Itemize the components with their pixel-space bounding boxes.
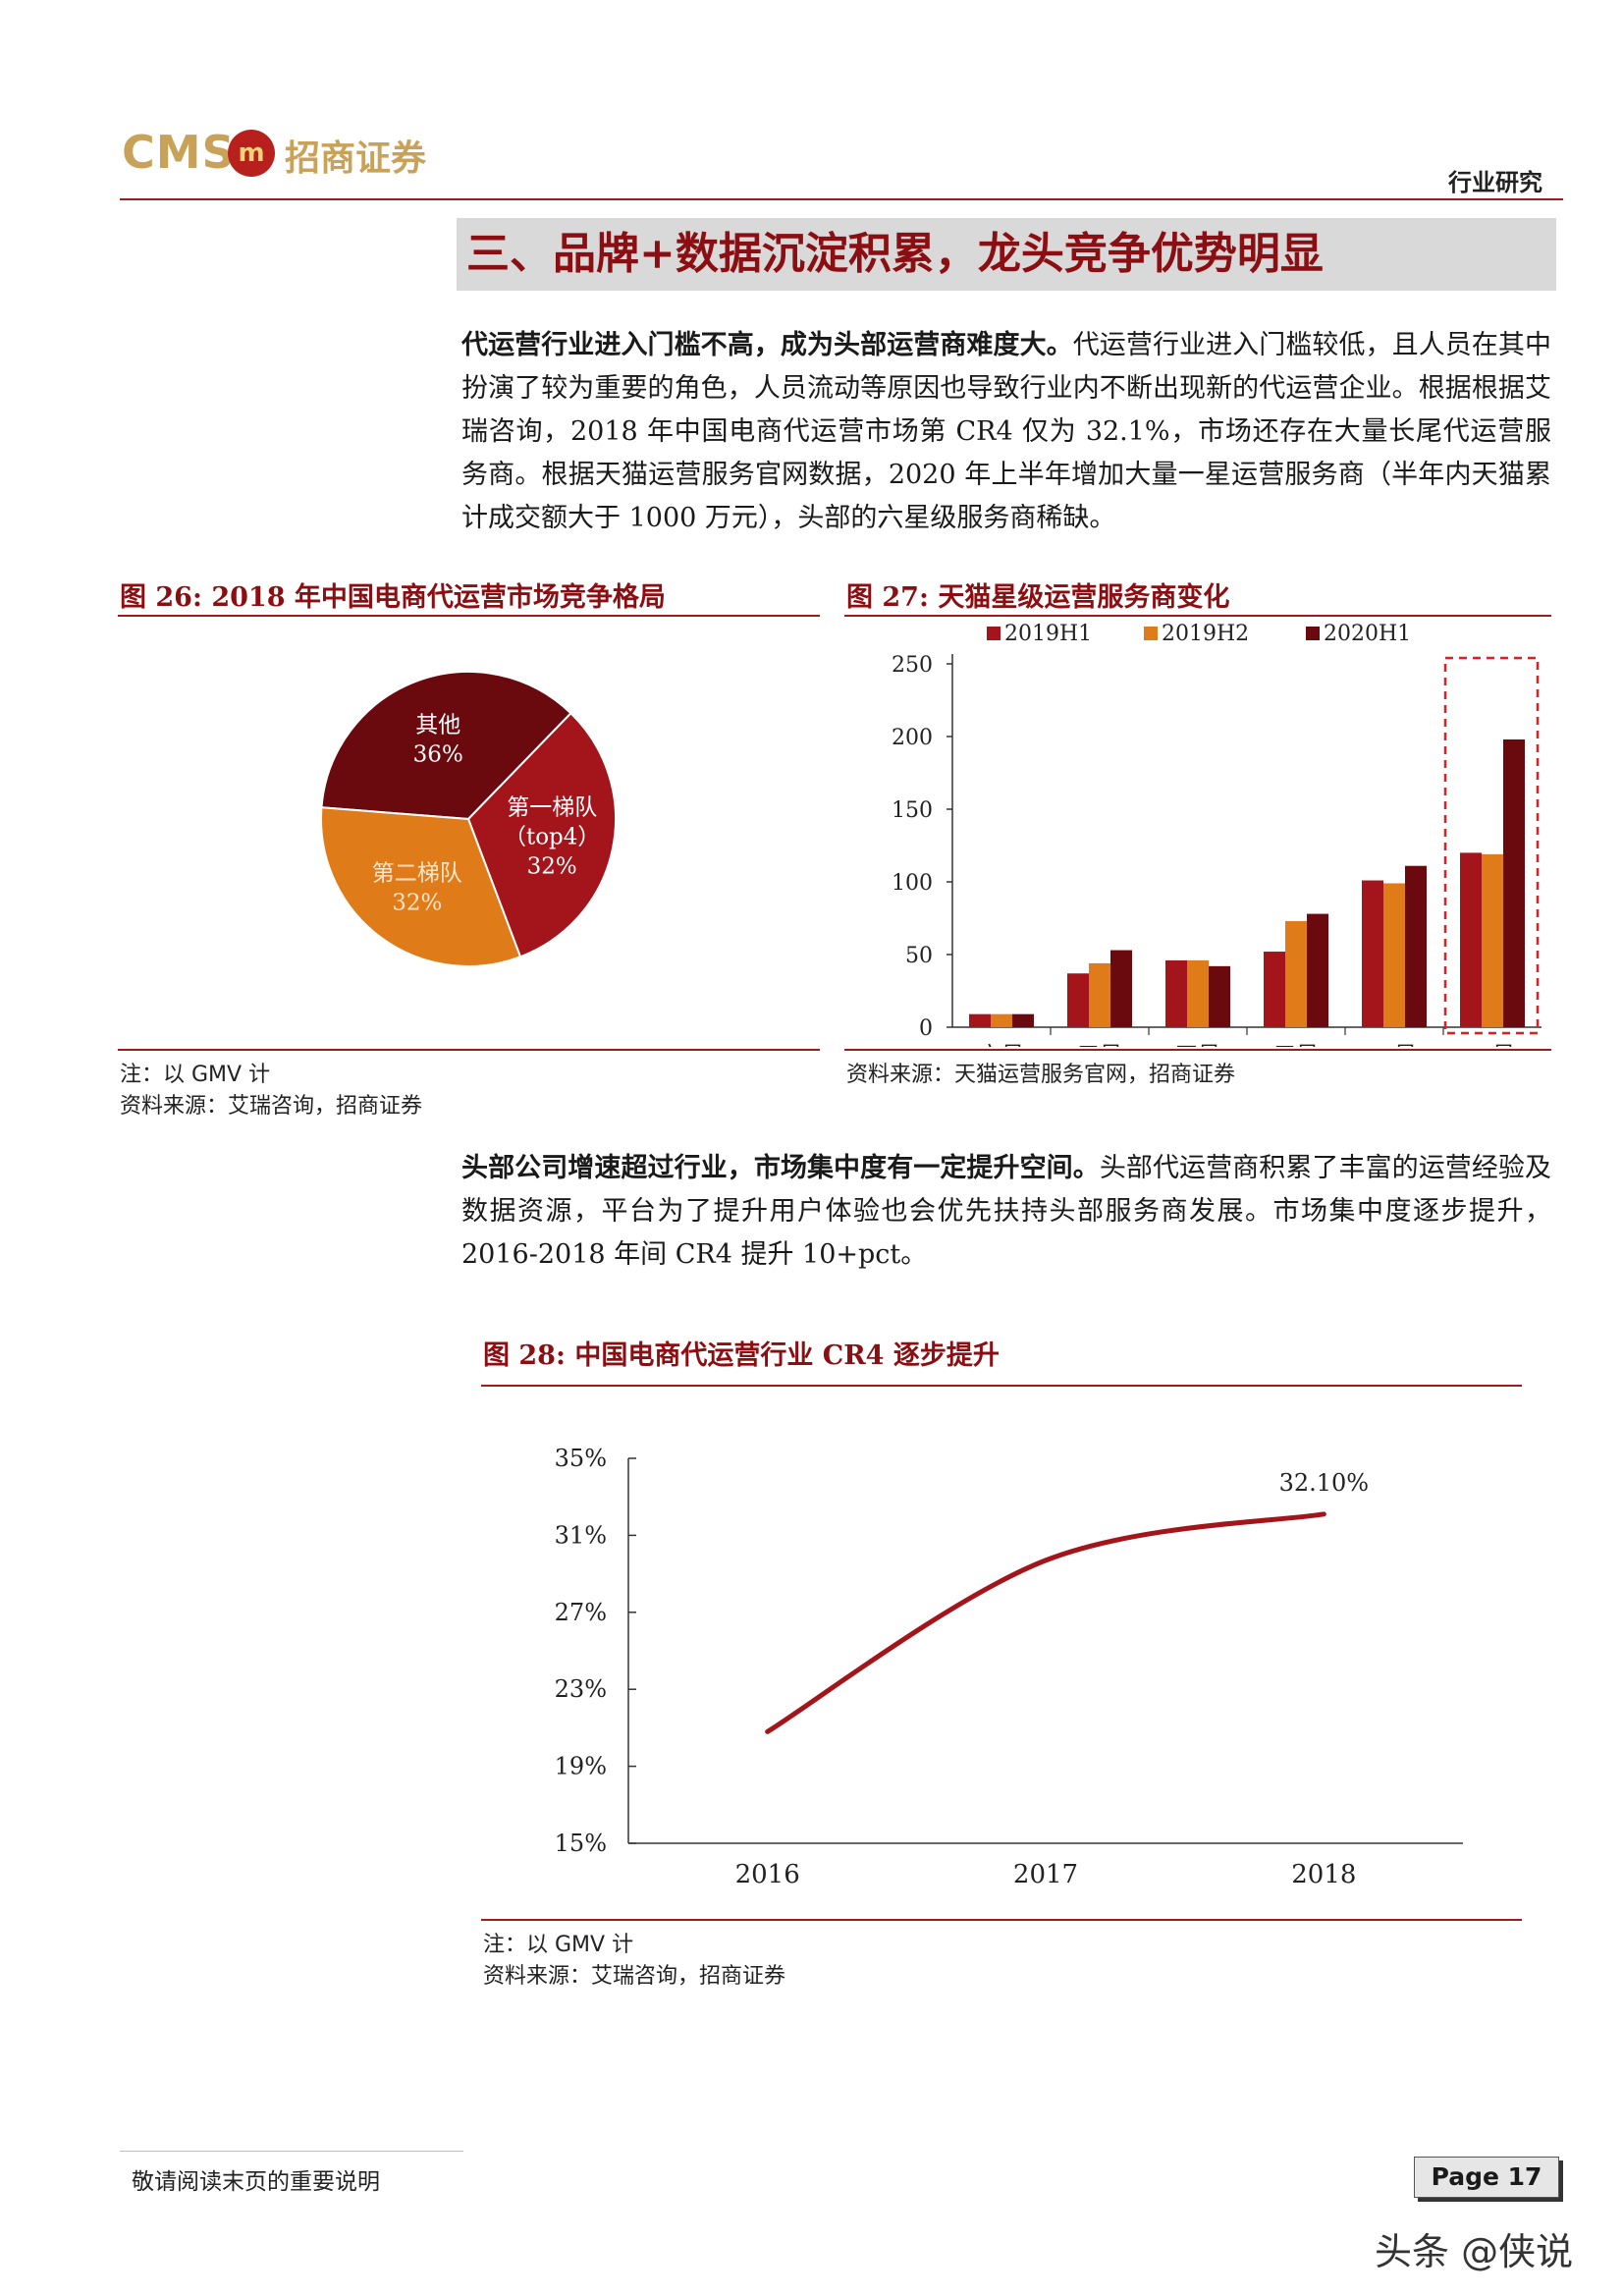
bar xyxy=(1110,950,1132,1027)
header-divider xyxy=(120,198,1563,200)
pie-slice-label: 32% xyxy=(527,854,577,880)
x-tick-label: 三星 xyxy=(1273,1043,1319,1047)
footer-divider xyxy=(120,2151,463,2152)
pie-slice-label: 36% xyxy=(413,742,463,768)
legend-swatch xyxy=(1306,627,1320,640)
bar xyxy=(1460,852,1482,1027)
legend-label: 2019H2 xyxy=(1162,622,1249,646)
fig27-bar-chart: 250 200 150 100 50 0 六星 五星 四星 三星 二星 一星 2019H1 2019H2 2… xyxy=(892,622,1542,1047)
bar xyxy=(1187,959,1209,1027)
x-tick-label: 2016 xyxy=(735,1860,800,1889)
data-label: 32.10% xyxy=(1279,1469,1370,1497)
bar xyxy=(1285,920,1307,1027)
paragraph-1-body: 代运营行业进入门槛较低，且人员在其中扮演了较为重要的角色，人员流动等原因也导致行… xyxy=(461,330,1552,533)
fig26-pie-chart: 其他 36% 第一梯队 （top4） 32% 第二梯队 32% xyxy=(320,671,617,967)
paragraph-2: 头部公司增速超过行业，市场集中度有一定提升空间。头部代运营商积累了丰富的运营经验… xyxy=(461,1147,1551,1277)
logo-mark-icon: m xyxy=(228,130,275,177)
paragraph-2-body: 头部代运营商积累了丰富的运营经验及数据资源，平台为了提升用户体验也会优先扶持头部… xyxy=(461,1153,1552,1270)
x-tick-label: 一星 xyxy=(1470,1043,1515,1047)
pie-slice-label: 第二梯队 xyxy=(372,861,462,887)
paragraph-1-lead: 代运营行业进入门槛不高，成为头部运营商难度大。 xyxy=(461,330,1073,360)
legend-swatch xyxy=(1144,627,1158,640)
y-tick-label: 15% xyxy=(555,1830,607,1857)
bar xyxy=(1383,883,1405,1027)
pie-slice-label: 其他 xyxy=(415,713,460,738)
fig26-title: 图 26: 2018 年中国电商代运营市场竞争格局 xyxy=(120,582,666,613)
bar xyxy=(1362,880,1383,1027)
fig26-top-rule xyxy=(118,615,820,617)
fig27-bottom-rule xyxy=(844,1049,1551,1051)
bar xyxy=(1012,1013,1034,1027)
pie-slice xyxy=(320,806,522,967)
series-line xyxy=(765,1511,1326,1734)
y-tick-label: 250 xyxy=(892,653,933,678)
pie-slice xyxy=(466,711,617,958)
x-tick-label: 五星 xyxy=(1077,1043,1122,1047)
y-tick-label: 0 xyxy=(919,1016,933,1041)
y-tick-label: 150 xyxy=(892,798,933,823)
bar xyxy=(1307,913,1328,1027)
bar xyxy=(1503,738,1525,1027)
x-tick-label: 六星 xyxy=(979,1043,1024,1047)
logo-cms: CMS xyxy=(122,126,236,179)
fig28-source: 资料来源：艾瑞咨询，招商证券 xyxy=(483,1964,786,1989)
x-tick-label: 2018 xyxy=(1291,1860,1356,1889)
page-number: Page 17 xyxy=(1414,2157,1559,2198)
pie-slice-label: 第一梯队 xyxy=(507,795,597,821)
fig26-source: 资料来源：艾瑞咨询，招商证券 xyxy=(120,1094,423,1119)
footer-disclaimer: 敬请阅读末页的重要说明 xyxy=(132,2169,380,2195)
paragraph-1: 代运营行业进入门槛不高，成为头部运营商难度大。代运营行业进入门槛较低，且人员在其… xyxy=(461,324,1551,540)
y-tick-label: 31% xyxy=(555,1521,607,1549)
bar xyxy=(969,1013,991,1027)
y-tick-label: 23% xyxy=(555,1675,607,1703)
fig28-title: 图 28: 中国电商代运营行业 CR4 逐步提升 xyxy=(483,1340,1000,1371)
y-tick-label: 27% xyxy=(555,1599,607,1626)
bar xyxy=(1067,973,1089,1027)
fig28-note: 注：以 GMV 计 xyxy=(483,1933,634,1957)
pie-slice xyxy=(320,671,572,821)
x-tick-label: 二星 xyxy=(1372,1043,1417,1047)
bar xyxy=(1165,959,1187,1027)
y-tick-label: 200 xyxy=(892,726,933,750)
logo-company-name: 招商证券 xyxy=(285,137,427,179)
x-tick-label: 2017 xyxy=(1013,1860,1078,1889)
legend-label: 2020H1 xyxy=(1324,622,1411,646)
highlight-box xyxy=(1443,656,1540,1035)
x-tick-label: 四星 xyxy=(1175,1043,1220,1047)
y-tick-label: 100 xyxy=(892,871,933,896)
fig28-bottom-rule xyxy=(481,1919,1522,1921)
bar xyxy=(1482,853,1503,1027)
fig26-bottom-rule xyxy=(118,1049,820,1051)
fig26-note: 注：以 GMV 计 xyxy=(120,1063,271,1087)
bar xyxy=(1264,952,1285,1027)
paragraph-2-lead: 头部公司增速超过行业，市场集中度有一定提升空间。 xyxy=(461,1153,1100,1183)
section-title: 三、品牌+数据沉淀积累，龙头竞争优势明显 xyxy=(457,218,1556,291)
bar xyxy=(1089,962,1110,1027)
fig27-title: 图 27: 天猫星级运营服务商变化 xyxy=(846,582,1230,613)
category-label: 行业研究 xyxy=(1448,168,1542,196)
pie-slice-label: 32% xyxy=(392,891,442,916)
legend-swatch xyxy=(987,627,1001,640)
bar xyxy=(991,1013,1012,1027)
fig27-top-rule xyxy=(844,615,1551,617)
pie-slice-label: （top4） xyxy=(504,825,600,850)
bar xyxy=(1405,865,1427,1027)
legend-label: 2019H1 xyxy=(1004,622,1092,646)
y-tick-label: 50 xyxy=(905,944,933,968)
y-tick-label: 35% xyxy=(555,1445,607,1472)
fig28-line-chart: 35% 31% 27% 23% 19% 15% 2016 2017 2018 32.10% xyxy=(555,1445,1463,1889)
watermark: 头条 @侠说 xyxy=(1375,2230,1574,2273)
bar xyxy=(1209,965,1230,1027)
fig27-source: 资料来源：天猫运营服务官网，招商证券 xyxy=(846,1063,1236,1087)
fig28-top-rule xyxy=(481,1385,1522,1387)
y-tick-label: 19% xyxy=(555,1753,607,1780)
